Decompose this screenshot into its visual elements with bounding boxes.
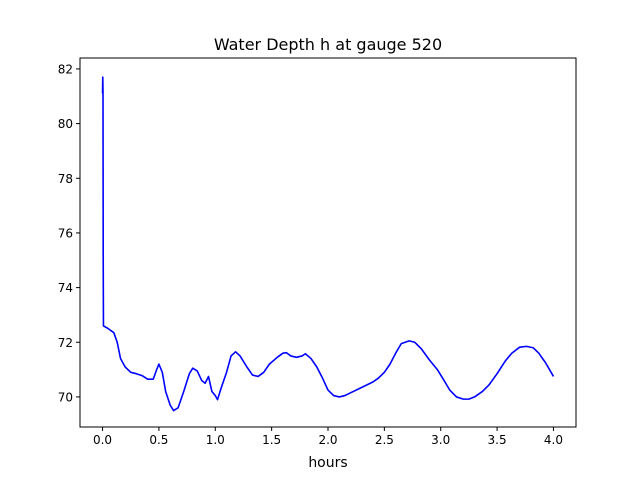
plot-area <box>101 76 555 412</box>
x-tick-label: 2.5 <box>375 433 394 447</box>
x-axis-label: hours <box>308 455 347 471</box>
axis-ticks: 0.0 0.5 1.0 1.5 2.0 2.5 3.0 3.5 4.0 70 72 74 76 78 80 8… <box>58 62 563 447</box>
chart-title: Water Depth h at gauge 520 <box>214 35 442 54</box>
x-tick-label: 3.0 <box>431 433 450 447</box>
x-tick-label: 2.0 <box>318 433 337 447</box>
axes-frame <box>79 57 577 428</box>
series-line <box>101 76 555 412</box>
y-tick-label: 76 <box>58 226 73 240</box>
x-tick-label: 3.5 <box>488 433 507 447</box>
x-tick-label: 1.5 <box>262 433 281 447</box>
x-tick-label: 1.0 <box>206 433 225 447</box>
y-tick-label: 80 <box>58 117 73 131</box>
y-tick-label: 82 <box>58 62 73 76</box>
y-tick-label: 70 <box>58 390 73 404</box>
x-tick-label: 0.5 <box>149 433 168 447</box>
x-tick-label: 4.0 <box>544 433 563 447</box>
y-tick-label: 78 <box>58 172 73 186</box>
y-tick-label: 74 <box>58 281 73 295</box>
y-tick-label: 72 <box>58 336 73 350</box>
x-tick-label: 0.0 <box>93 433 112 447</box>
